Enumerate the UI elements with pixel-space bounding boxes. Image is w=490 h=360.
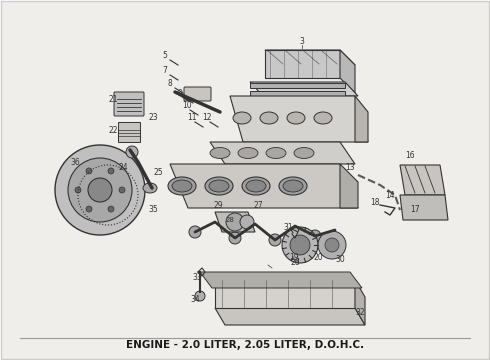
Bar xyxy=(118,122,140,142)
Text: 5: 5 xyxy=(162,51,167,60)
Polygon shape xyxy=(230,96,368,142)
Ellipse shape xyxy=(205,177,233,195)
Circle shape xyxy=(86,206,92,212)
Circle shape xyxy=(282,227,318,263)
Polygon shape xyxy=(355,280,365,325)
Circle shape xyxy=(126,146,138,158)
FancyBboxPatch shape xyxy=(184,87,211,101)
Ellipse shape xyxy=(238,148,258,158)
Text: 36: 36 xyxy=(70,158,80,167)
Circle shape xyxy=(290,235,310,255)
Circle shape xyxy=(55,145,145,235)
Circle shape xyxy=(325,238,339,252)
Circle shape xyxy=(108,168,114,174)
Text: 21: 21 xyxy=(108,95,118,104)
Polygon shape xyxy=(210,142,355,164)
Ellipse shape xyxy=(210,148,230,158)
Ellipse shape xyxy=(233,112,251,124)
Ellipse shape xyxy=(287,112,305,124)
Polygon shape xyxy=(340,164,358,208)
Polygon shape xyxy=(215,212,255,232)
Text: 33: 33 xyxy=(192,273,202,282)
Ellipse shape xyxy=(266,148,286,158)
Polygon shape xyxy=(265,50,355,65)
Text: 31: 31 xyxy=(283,223,293,232)
Circle shape xyxy=(86,168,92,174)
Text: 12: 12 xyxy=(202,113,212,122)
Text: 3: 3 xyxy=(299,37,304,46)
Polygon shape xyxy=(265,50,340,78)
Polygon shape xyxy=(355,96,368,142)
Text: 30: 30 xyxy=(335,255,345,264)
Text: 35: 35 xyxy=(148,205,158,214)
Ellipse shape xyxy=(279,177,307,195)
Text: 29: 29 xyxy=(213,201,222,210)
Text: 20: 20 xyxy=(313,253,322,262)
Polygon shape xyxy=(215,280,355,308)
Polygon shape xyxy=(170,164,358,208)
Bar xyxy=(250,91,345,96)
Polygon shape xyxy=(250,82,358,96)
Circle shape xyxy=(68,158,132,222)
Text: 10: 10 xyxy=(182,101,192,110)
Circle shape xyxy=(240,215,254,229)
Circle shape xyxy=(269,234,281,246)
Text: 9: 9 xyxy=(177,89,182,98)
Polygon shape xyxy=(200,272,362,288)
Circle shape xyxy=(75,187,81,193)
Polygon shape xyxy=(400,165,445,195)
Text: 22: 22 xyxy=(108,126,118,135)
Text: 24: 24 xyxy=(118,163,127,172)
Ellipse shape xyxy=(209,180,229,192)
Circle shape xyxy=(189,226,201,238)
Text: 8: 8 xyxy=(167,79,172,88)
Ellipse shape xyxy=(260,112,278,124)
Text: 27: 27 xyxy=(253,201,263,210)
Text: 14: 14 xyxy=(385,191,394,200)
Text: 26: 26 xyxy=(290,258,300,267)
Polygon shape xyxy=(215,308,365,325)
Text: 13: 13 xyxy=(345,163,355,172)
Circle shape xyxy=(88,178,112,202)
Circle shape xyxy=(309,230,321,242)
Text: 28: 28 xyxy=(225,217,234,223)
Ellipse shape xyxy=(283,180,303,192)
Text: 11: 11 xyxy=(187,113,196,122)
Polygon shape xyxy=(400,195,448,220)
Circle shape xyxy=(226,213,244,231)
Text: 18: 18 xyxy=(370,198,379,207)
Ellipse shape xyxy=(294,148,314,158)
Text: 34: 34 xyxy=(190,295,200,304)
Circle shape xyxy=(108,206,114,212)
Bar xyxy=(250,83,345,88)
Ellipse shape xyxy=(246,180,266,192)
Text: 16: 16 xyxy=(405,151,415,160)
Circle shape xyxy=(318,231,346,259)
Text: 25: 25 xyxy=(153,168,163,177)
Ellipse shape xyxy=(143,183,157,193)
Text: 32: 32 xyxy=(355,308,365,317)
Ellipse shape xyxy=(314,112,332,124)
Ellipse shape xyxy=(168,177,196,195)
Text: 17: 17 xyxy=(410,205,419,214)
FancyBboxPatch shape xyxy=(114,92,144,116)
Circle shape xyxy=(119,187,125,193)
Text: 19: 19 xyxy=(289,253,298,262)
Polygon shape xyxy=(340,50,355,93)
Text: ENGINE - 2.0 LITER, 2.05 LITER, D.O.H.C.: ENGINE - 2.0 LITER, 2.05 LITER, D.O.H.C. xyxy=(126,340,364,350)
Circle shape xyxy=(195,291,205,301)
Ellipse shape xyxy=(172,180,192,192)
Circle shape xyxy=(229,232,241,244)
Ellipse shape xyxy=(242,177,270,195)
Text: 7: 7 xyxy=(162,66,167,75)
Text: 23: 23 xyxy=(148,113,158,122)
